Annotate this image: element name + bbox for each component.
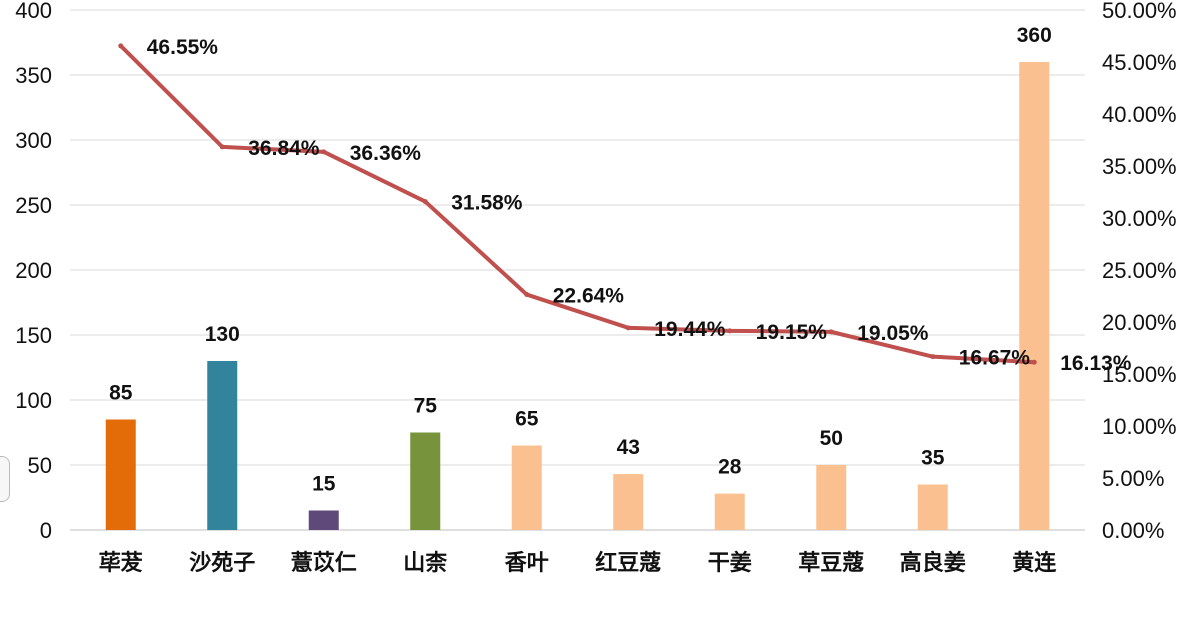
bar [207,361,238,530]
line-point [625,325,631,331]
line-value-label: 36.84% [248,137,320,160]
category-label: 红豆蔻 [595,550,661,576]
right-axis-tick: 5.00% [1102,466,1164,491]
right-axis-tick: 50.00% [1102,0,1177,23]
line-point [219,144,225,150]
bar-value-label: 28 [718,456,742,479]
bar-value-label: 43 [617,436,640,459]
right-axis-tick: 30.00% [1102,206,1177,231]
line-point [524,292,530,298]
left-axis-tick: 400 [15,0,52,23]
left-axis-tick: 300 [15,128,52,153]
right-axis-tick: 10.00% [1102,414,1177,439]
line-value-label: 16.13% [1060,352,1132,375]
bar-value-label: 130 [205,323,240,346]
category-label: 山柰 [403,550,447,576]
percentage-line [118,43,1037,365]
bar [714,493,745,530]
category-label: 薏苡仁 [291,550,357,576]
bar-value-label: 15 [312,473,336,496]
category-label: 荜茇 [99,550,143,576]
bar-value-label: 85 [109,382,133,405]
bar-value-label: 35 [921,447,945,470]
right-axis-tick: 40.00% [1102,102,1177,127]
bar [917,484,948,530]
right-y-axis: 0.00% 5.00% 10.00% 15.00% 20.00% 25.00% 30.00%… [1102,0,1177,543]
bar [105,419,136,530]
bar [511,445,542,530]
left-axis-tick: 100 [15,388,52,413]
left-axis-tick: 250 [15,193,52,218]
line-series [118,43,1037,365]
line-point [422,199,428,205]
bar [1019,62,1050,530]
left-axis-tick: 50 [28,453,52,478]
gridlines [70,9,1085,531]
bar [308,510,339,530]
line-point [930,354,936,360]
bar [410,432,441,530]
category-label: 草豆蔻 [798,550,864,576]
side-panel-handle[interactable] [0,456,10,502]
right-axis-tick: 25.00% [1102,258,1177,283]
right-axis-tick: 0.00% [1102,518,1164,543]
bar [613,474,644,530]
right-axis-tick: 20.00% [1102,310,1177,335]
bar-value-label: 65 [515,408,539,431]
data-labels: 85 130 15 75 65 43 28 50 35 360 46.55% 36.84% 36.36%… [109,24,1132,496]
line-value-label: 19.05% [857,322,929,345]
line-point [828,329,834,335]
left-axis-tick: 0 [40,518,52,543]
line-value-label: 19.44% [654,318,726,341]
left-y-axis: 0 50 100 150 200 250 300 350 400 [15,0,52,543]
left-axis-tick: 350 [15,63,52,88]
x-axis-categories: 荜茇 沙苑子 薏苡仁 山柰 香叶 红豆蔻 干姜 草豆蔻 高良姜 黄连 [99,550,1058,576]
right-axis-tick: 45.00% [1102,50,1177,75]
category-label: 干姜 [708,550,752,576]
line-point [118,43,124,49]
right-axis-tick: 15.00% [1102,362,1177,387]
line-value-label: 16.67% [959,347,1031,370]
bar [816,465,847,530]
category-label: 黄连 [1012,550,1057,576]
line-value-label: 46.55% [147,36,219,59]
bar-value-label: 360 [1017,24,1052,47]
right-axis-tick: 35.00% [1102,154,1177,179]
bar-value-label: 75 [414,395,438,418]
line-point [1031,359,1037,365]
bar-series [105,62,1050,530]
category-label: 高良姜 [900,550,966,576]
line-value-label: 19.15% [756,321,828,344]
line-value-label: 22.64% [553,285,625,308]
bar-value-label: 50 [820,427,843,450]
line-point [321,149,327,155]
category-label: 香叶 [505,551,549,576]
line-value-label: 31.58% [451,192,523,215]
line-point [727,328,733,334]
category-label: 沙苑子 [189,551,255,576]
left-axis-tick: 150 [15,323,52,348]
line-value-label: 36.36% [350,142,422,165]
left-axis-tick: 200 [15,258,52,283]
